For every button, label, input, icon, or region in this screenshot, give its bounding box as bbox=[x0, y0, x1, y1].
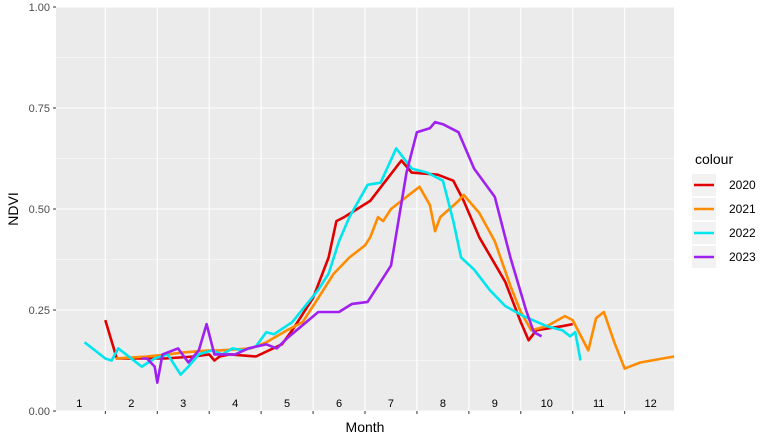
month-label: 5 bbox=[284, 398, 290, 410]
y-tick-label: 1.00 bbox=[29, 2, 50, 14]
y-tick-label: 0.25 bbox=[29, 305, 50, 317]
y-axis-title: NDVI bbox=[5, 192, 21, 225]
month-label: 3 bbox=[180, 398, 186, 410]
legend-label-2023: 2023 bbox=[729, 250, 756, 264]
series-line-2023 bbox=[141, 120, 543, 384]
y-tick-label: 0.75 bbox=[29, 103, 50, 115]
legend-label-2022: 2022 bbox=[729, 226, 756, 240]
series-lines bbox=[83, 120, 675, 384]
month-label: 4 bbox=[232, 398, 238, 410]
month-label: 12 bbox=[645, 398, 657, 410]
month-label: 1 bbox=[76, 398, 82, 410]
axes bbox=[53, 6, 626, 414]
x-axis-title: Month bbox=[346, 419, 385, 435]
legend-title: colour bbox=[695, 151, 733, 167]
month-label: 10 bbox=[541, 398, 553, 410]
month-label: 9 bbox=[492, 398, 498, 410]
grid-lines bbox=[56, 6, 674, 412]
legend-label-2020: 2020 bbox=[729, 178, 756, 192]
series-line-2020 bbox=[104, 159, 573, 362]
y-tick-label: 0.00 bbox=[29, 406, 50, 418]
y-tick-label: 0.50 bbox=[29, 204, 50, 216]
month-label: 6 bbox=[336, 398, 342, 410]
month-label: 2 bbox=[128, 398, 134, 410]
month-label: 11 bbox=[593, 398, 604, 410]
legend-label-2021: 2021 bbox=[729, 202, 756, 216]
month-label: 7 bbox=[388, 398, 394, 410]
legend: colour 2020 2021 2022 2023 bbox=[692, 151, 756, 268]
month-label: 8 bbox=[440, 398, 446, 410]
tick-labels: 0.000.250.500.751.001 2 3 4 5 6 7 8 9 10 11 12 bbox=[29, 2, 657, 418]
